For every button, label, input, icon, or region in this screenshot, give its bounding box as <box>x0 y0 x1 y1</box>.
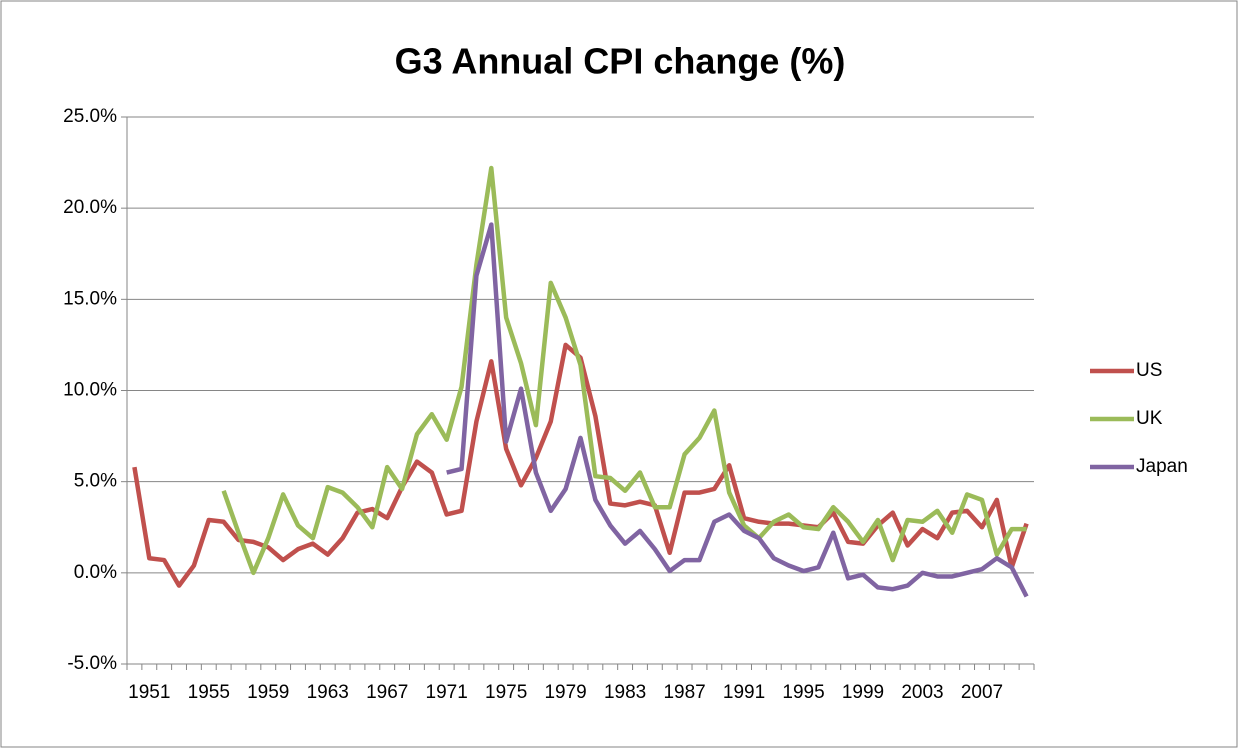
x-tick-label: 1955 <box>188 682 230 703</box>
y-tick-label: 25.0% <box>63 106 117 127</box>
x-tick-label: 1995 <box>782 682 824 703</box>
y-tick-label: -5.0% <box>67 653 117 674</box>
x-tick-label: 1971 <box>426 682 468 703</box>
x-tick-label: 1991 <box>723 682 765 703</box>
y-tick-label: 10.0% <box>63 380 117 401</box>
y-tick-label: 20.0% <box>63 197 117 218</box>
y-tick-label: 0.0% <box>74 562 117 583</box>
legend-label: Japan <box>1136 456 1188 477</box>
x-tick-label: 1963 <box>307 682 349 703</box>
y-tick-label: 15.0% <box>63 288 117 309</box>
x-tick-label: 1999 <box>842 682 884 703</box>
chart-title: G3 Annual CPI change (%) <box>395 41 846 82</box>
x-tick-label: 2003 <box>901 682 943 703</box>
legend-label: UK <box>1136 408 1163 429</box>
x-tick-label: 1951 <box>128 682 170 703</box>
x-tick-label: 1987 <box>663 682 705 703</box>
series-line <box>446 222 1029 598</box>
x-tick-label: 1975 <box>485 682 527 703</box>
x-tick-label: 1967 <box>366 682 408 703</box>
x-tick-label: 2007 <box>961 682 1003 703</box>
legend-label: US <box>1136 360 1162 381</box>
x-tick-label: 1983 <box>604 682 646 703</box>
x-tick-label: 1959 <box>247 682 289 703</box>
series-line <box>221 165 1027 576</box>
y-tick-label: 5.0% <box>74 471 117 492</box>
x-tick-label: 1979 <box>544 682 586 703</box>
